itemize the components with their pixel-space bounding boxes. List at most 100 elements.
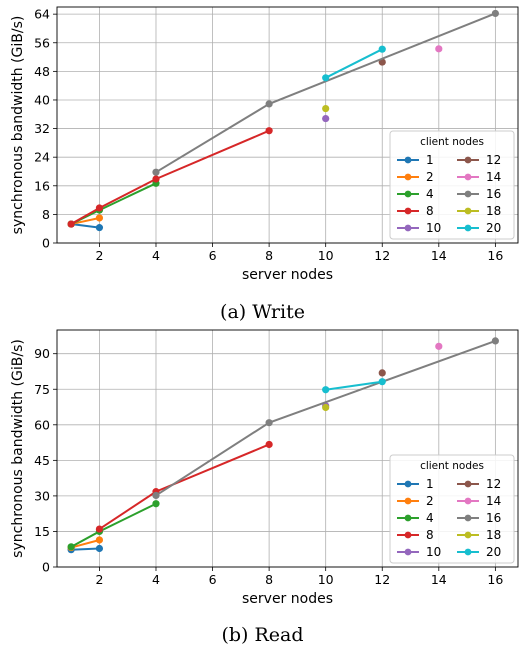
legend-entry: 20 [457,221,501,235]
legend-entry: 14 [457,494,501,508]
legend-entry: 14 [457,170,501,184]
data-point [67,220,75,228]
y-tick-label: 60 [34,417,50,432]
series-4 [67,500,160,551]
legend-entry: 12 [457,477,501,491]
x-tick-label: 2 [95,248,103,263]
legend-entry: 8 [397,528,434,542]
series-line [98,443,270,530]
legend-swatch-marker [404,207,412,215]
series-line [71,547,100,551]
series-line [70,216,100,226]
series-18 [322,104,330,113]
caption-write: (a) Write [220,301,305,323]
data-point [378,378,386,386]
legend-swatch-marker [464,531,472,539]
legend-entry: 10 [397,545,441,559]
data-point [95,214,104,222]
legend-label: 2 [426,494,434,508]
x-tick-label: 8 [265,572,273,587]
data-point [95,544,104,553]
data-point [152,175,160,183]
legend-swatch-marker [404,548,412,556]
x-tick-label: 6 [209,248,217,263]
data-point [152,168,160,176]
legend-entry: 8 [397,204,434,218]
data-point [265,127,273,135]
series-line [70,539,100,549]
legend-entry: 4 [397,187,434,201]
x-tick-label: 14 [431,248,447,263]
series-20 [322,45,386,82]
x-axis-label: server nodes [242,267,333,283]
series-line [70,129,270,225]
x-tick-label: 12 [374,572,390,587]
legend-entry: 2 [397,494,434,508]
y-tick-label: 45 [34,453,50,468]
x-tick-label: 16 [487,572,503,587]
series-20 [322,378,386,394]
legend-swatch-marker [404,156,412,164]
legend-label: 4 [426,187,434,201]
y-tick-label: 0 [42,560,50,575]
legend-entry: 18 [457,204,501,218]
legend-title: client nodes [420,460,484,472]
x-tick-label: 10 [318,572,334,587]
series-line [325,380,383,391]
y-axis-label: synchronous bandwidth (GiB/s) [10,16,26,235]
legend-label: 10 [426,221,441,235]
y-tick-label: 32 [34,121,50,136]
legend-swatch-marker [464,190,472,198]
y-tick-label: 8 [42,207,50,222]
x-tick-label: 4 [152,572,160,587]
legend-entry: 20 [457,545,501,559]
series-8 [95,440,273,533]
series-line [70,502,157,548]
legend-swatch-marker [464,207,472,215]
legend-label: 20 [486,545,501,559]
data-point [67,543,75,551]
data-point [322,104,330,113]
data-point [491,337,499,345]
legend-label: 1 [426,477,434,491]
series-line [325,48,383,79]
legend-label: 20 [486,221,501,235]
legend-label: 18 [486,204,501,218]
y-tick-label: 75 [34,382,50,397]
data-point [265,440,273,449]
series-14 [435,342,443,350]
legend-label: 1 [426,153,434,167]
legend-box [389,454,515,564]
y-tick-label: 64 [34,7,50,22]
legend-label: 8 [426,528,434,542]
data-point [152,500,160,508]
data-point [265,100,273,108]
legend-swatch-marker [404,480,412,488]
legend-entry: 2 [397,170,434,184]
legend-title: client nodes [420,136,484,148]
caption-read: (b) Read [221,624,304,646]
x-tick-label: 2 [95,572,103,587]
y-tick-label: 15 [34,524,50,539]
legend-entry: 12 [457,153,501,167]
series-8 [67,127,273,228]
y-tick-label: 0 [42,236,50,251]
y-tick-label: 30 [34,488,50,503]
data-point [378,45,386,53]
legend-swatch-marker [404,190,412,198]
data-point [265,419,273,427]
legend-label: 12 [486,477,501,491]
legend-entry: 4 [397,511,434,525]
data-point [435,45,443,53]
y-tick-label: 48 [34,64,50,79]
x-tick-label: 10 [318,248,334,263]
y-tick-label: 16 [34,178,50,193]
series-18 [322,403,330,412]
legend-swatch-marker [464,173,472,181]
data-point [95,525,104,533]
legend-entry: 1 [397,477,434,491]
legend-swatch-marker [464,480,472,488]
